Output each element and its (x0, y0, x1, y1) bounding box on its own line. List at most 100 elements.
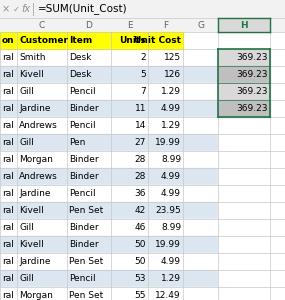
Text: Pen Set: Pen Set (69, 206, 103, 215)
Bar (0, 236, 218, 253)
Bar (0, 100, 218, 117)
Bar (0, 117, 218, 134)
Text: Gill: Gill (19, 223, 34, 232)
Text: Customer: Customer (19, 36, 68, 45)
Bar (0, 287, 218, 300)
Text: D: D (86, 20, 92, 29)
Text: Pen: Pen (69, 138, 86, 147)
Text: Gill: Gill (19, 138, 34, 147)
Text: 1.29: 1.29 (161, 274, 181, 283)
Text: 8.99: 8.99 (161, 155, 181, 164)
Bar (218, 83, 285, 100)
Text: Andrews: Andrews (19, 121, 58, 130)
Text: 23.95: 23.95 (155, 206, 181, 215)
Text: Andrews: Andrews (19, 172, 58, 181)
Text: Pencil: Pencil (69, 121, 96, 130)
Text: 8.99: 8.99 (161, 223, 181, 232)
Text: C: C (39, 20, 45, 29)
Text: 14: 14 (135, 121, 146, 130)
Bar (218, 236, 285, 253)
Text: on: on (2, 36, 15, 45)
Text: ×: × (2, 4, 10, 14)
Bar (218, 49, 285, 66)
Bar (218, 270, 285, 287)
Text: =SUM(Unit_Cost): =SUM(Unit_Cost) (38, 4, 128, 14)
Text: ral: ral (2, 257, 14, 266)
Text: 1.29: 1.29 (161, 121, 181, 130)
Text: Gill: Gill (19, 87, 34, 96)
Bar (218, 287, 285, 300)
Bar (0, 66, 218, 83)
Text: ral: ral (2, 138, 14, 147)
Text: 4.99: 4.99 (161, 104, 181, 113)
Text: ral: ral (2, 53, 14, 62)
Bar (0, 253, 218, 270)
Text: Unit Cost: Unit Cost (134, 36, 181, 45)
Text: ral: ral (2, 223, 14, 232)
Text: ral: ral (2, 189, 14, 198)
Text: 11: 11 (135, 104, 146, 113)
Text: fx: fx (21, 4, 30, 14)
Text: 369.23: 369.23 (237, 104, 268, 113)
Text: Binder: Binder (69, 155, 99, 164)
Text: 369.23: 369.23 (237, 87, 268, 96)
Text: 50: 50 (135, 240, 146, 249)
Bar (0, 32, 183, 49)
Bar (0, 202, 218, 219)
Text: Jardine: Jardine (19, 104, 50, 113)
Text: ral: ral (2, 104, 14, 113)
Text: F: F (163, 20, 168, 29)
Bar (218, 100, 270, 117)
Text: Kivell: Kivell (19, 70, 44, 79)
Text: 50: 50 (135, 257, 146, 266)
Text: Jardine: Jardine (19, 257, 50, 266)
Bar (218, 49, 270, 66)
Text: ral: ral (2, 240, 14, 249)
Bar (218, 18, 270, 32)
Text: Units: Units (119, 36, 146, 45)
Bar (218, 117, 285, 134)
Bar (0, 18, 285, 32)
Text: 126: 126 (164, 70, 181, 79)
Text: 4.99: 4.99 (161, 172, 181, 181)
Text: 19.99: 19.99 (155, 138, 181, 147)
Bar (0, 134, 218, 151)
Text: 125: 125 (164, 53, 181, 62)
Text: 12.49: 12.49 (155, 291, 181, 300)
Text: 4.99: 4.99 (161, 257, 181, 266)
Text: ral: ral (2, 70, 14, 79)
Bar (218, 134, 285, 151)
Text: G: G (197, 20, 204, 29)
Bar (218, 219, 285, 236)
Text: Pencil: Pencil (69, 189, 96, 198)
Text: Binder: Binder (69, 172, 99, 181)
Bar (218, 151, 285, 168)
Bar (0, 270, 218, 287)
Text: 2: 2 (141, 53, 146, 62)
Text: ral: ral (2, 291, 14, 300)
Text: Morgan: Morgan (19, 155, 53, 164)
Text: Pencil: Pencil (69, 87, 96, 96)
Bar (0, 219, 218, 236)
Bar (0, 168, 218, 185)
Text: ral: ral (2, 121, 14, 130)
Bar (218, 253, 285, 270)
Text: Gill: Gill (19, 274, 34, 283)
Text: Morgan: Morgan (19, 291, 53, 300)
Text: H: H (240, 20, 248, 29)
Text: 27: 27 (135, 138, 146, 147)
Text: 36: 36 (135, 189, 146, 198)
Bar (0, 49, 218, 66)
Bar (218, 100, 285, 117)
Text: Pen Set: Pen Set (69, 257, 103, 266)
Text: 369.23: 369.23 (237, 70, 268, 79)
Text: Kivell: Kivell (19, 206, 44, 215)
Text: ✓: ✓ (13, 4, 19, 14)
Bar (218, 83, 270, 100)
Text: 46: 46 (135, 223, 146, 232)
Text: Jardine: Jardine (19, 189, 50, 198)
Text: 42: 42 (135, 206, 146, 215)
Text: ral: ral (2, 172, 14, 181)
Bar (218, 32, 285, 49)
Text: ral: ral (2, 87, 14, 96)
